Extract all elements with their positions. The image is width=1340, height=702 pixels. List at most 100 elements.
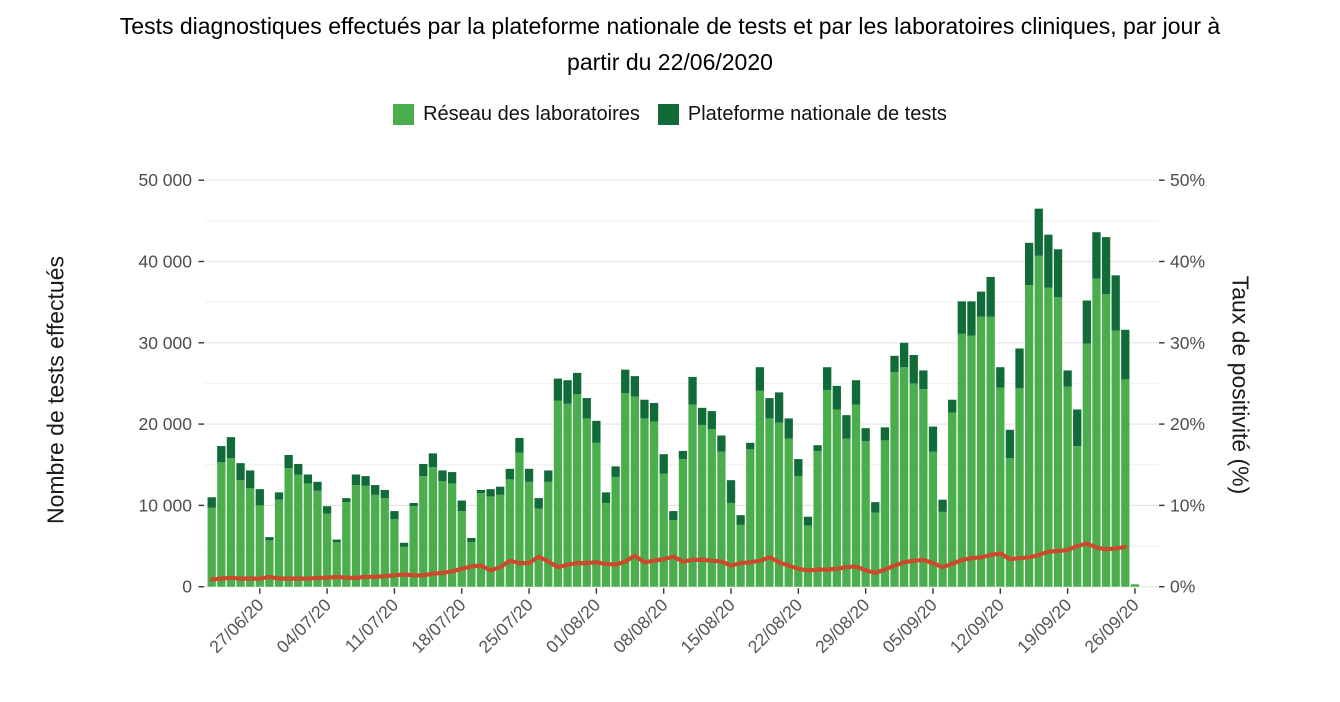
bar-segment-laboratoires [880, 440, 890, 587]
bar-segment-laboratoires [803, 525, 813, 587]
bar-segment-plateforme [217, 446, 226, 463]
bar-segment-plateforme [726, 480, 736, 503]
bar-segment-laboratoires [784, 438, 793, 587]
bar-segment-plateforme [832, 385, 841, 410]
bar-segment-laboratoires [621, 393, 630, 587]
bar-segment-plateforme [553, 378, 563, 401]
bar-segment-plateforme [361, 476, 370, 486]
bar-segment-laboratoires [313, 490, 322, 587]
x-tick-label: 12/09/20 [946, 595, 1008, 657]
y-tick-label-right: 0% [1170, 577, 1195, 597]
bar-segment-plateforme [948, 399, 957, 413]
bar-segment-laboratoires [255, 505, 264, 587]
bar-segment-laboratoires [1053, 297, 1063, 587]
bar-segment-plateforme [717, 435, 726, 452]
bar-segment-plateforme [909, 354, 918, 384]
legend-swatch-reseau-laboratoires-icon [393, 104, 415, 125]
bar-segment-plateforme [1015, 348, 1024, 389]
bar-segment-laboratoires [1044, 287, 1053, 587]
bar-segment-plateforme [601, 492, 611, 503]
bar-segment-plateforme [409, 502, 418, 507]
bar-segment-plateforme [486, 489, 495, 497]
bar-segment-plateforme [630, 376, 639, 397]
bar-segment-plateforme [823, 367, 832, 390]
bar-segment-plateforme [1092, 232, 1101, 279]
bar-segment-plateforme [967, 301, 976, 336]
bar-segment-plateforme [476, 489, 486, 494]
x-tick-label: 22/08/20 [744, 595, 806, 657]
bar-segment-laboratoires [486, 496, 495, 587]
bar-segment-laboratoires [582, 418, 591, 587]
bar-segment-plateforme [813, 445, 822, 451]
bar-segment-laboratoires [457, 511, 466, 587]
bar-segment-plateforme [1073, 409, 1082, 447]
bar-segment-plateforme [1034, 208, 1043, 256]
bar-segment-plateforme [582, 398, 591, 419]
bar-segment-laboratoires [794, 476, 803, 587]
bar-segment-plateforme [736, 515, 745, 525]
bar-segment-laboratoires [332, 541, 341, 587]
y-tick-label-left: 40 000 [138, 252, 192, 272]
bar-segment-laboratoires [572, 394, 582, 587]
bar-segment-laboratoires [967, 335, 976, 587]
bar-segment-plateforme [890, 355, 899, 373]
bar-segment-plateforme [467, 537, 476, 542]
bar-segment-laboratoires [428, 467, 438, 587]
bar-segment-plateforme [803, 516, 813, 526]
bar-segment-laboratoires [688, 404, 697, 587]
bar-segment-plateforme [447, 472, 457, 484]
bar-segment-laboratoires [380, 498, 389, 587]
bar-segment-laboratoires [678, 459, 688, 587]
bar-segment-laboratoires [1130, 584, 1140, 587]
bar-segment-plateforme [755, 367, 765, 391]
y-tick-label-left: 50 000 [138, 170, 192, 190]
bar-segment-plateforme [207, 497, 216, 508]
x-tick-label: 05/09/20 [878, 595, 940, 657]
y-axis-right-ticks: 0% 10% 20% 30% 40% 50% [1159, 170, 1205, 597]
bar-segment-plateforme [659, 454, 668, 474]
bar-segment-plateforme [688, 376, 697, 405]
bar-segment-laboratoires [246, 488, 255, 587]
bar-segment-laboratoires [707, 428, 716, 587]
bar-segment-plateforme [572, 372, 582, 395]
bar-segment-plateforme [236, 463, 245, 481]
bar-segment-laboratoires [409, 506, 418, 587]
bar-segment-plateforme [996, 367, 1005, 388]
bar-segment-plateforme [428, 453, 438, 468]
y-tick-label-left: 30 000 [138, 333, 192, 353]
chart-title: Tests diagnostiques effectués par la pla… [0, 9, 1340, 80]
bar-segment-laboratoires [371, 494, 380, 587]
bars-layer [207, 208, 1140, 587]
bar-segment-laboratoires [832, 409, 841, 587]
bar-segment-laboratoires [996, 387, 1005, 587]
bar-segment-laboratoires [1015, 388, 1024, 587]
bar-segment-plateforme [928, 426, 938, 452]
x-tick-label: 01/08/20 [542, 595, 604, 657]
bar-segment-plateforme [669, 511, 678, 521]
positivity-rate-line [209, 541, 1128, 582]
bar-segment-laboratoires [505, 479, 514, 587]
y-axis-left-ticks: 0 10 000 20 000 30 000 40 000 50 000 [138, 170, 204, 597]
bar-segment-laboratoires [976, 316, 986, 587]
bar-segment-plateforme [342, 498, 351, 503]
bar-segment-plateforme [957, 301, 966, 334]
bar-segment-plateforme [851, 380, 861, 405]
bar-segment-plateforme [380, 489, 389, 499]
bar-segment-laboratoires [601, 502, 611, 587]
legend-label-reseau-laboratoires: Réseau des laboratoires [423, 103, 640, 125]
bar-segment-plateforme [1024, 242, 1034, 286]
bar-segment-plateforme [255, 489, 264, 506]
bar-segment-plateforme [1101, 237, 1111, 295]
bar-segment-plateforme [438, 470, 447, 482]
bar-segment-laboratoires [698, 424, 707, 587]
bar-segment-plateforme [649, 402, 659, 422]
y-tick-label-right: 50% [1170, 170, 1205, 190]
bar-segment-laboratoires [823, 389, 832, 587]
bar-segment-laboratoires [938, 511, 947, 587]
bar-segment-laboratoires [1082, 343, 1091, 587]
bar-segment-plateforme [1063, 370, 1072, 387]
y-tick-label-left: 20 000 [138, 414, 192, 434]
bar-segment-plateforme [899, 342, 909, 368]
bar-segment-laboratoires [390, 519, 399, 587]
bar-segment-plateforme [621, 369, 630, 394]
